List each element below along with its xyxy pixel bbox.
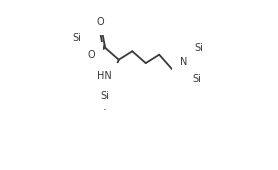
Text: N: N bbox=[180, 57, 187, 67]
Text: HN: HN bbox=[97, 71, 112, 81]
Text: Si: Si bbox=[101, 91, 110, 101]
Text: Si: Si bbox=[194, 43, 203, 53]
Text: Si: Si bbox=[193, 74, 202, 84]
Text: O: O bbox=[96, 17, 104, 27]
Text: O: O bbox=[88, 50, 96, 60]
Text: Si: Si bbox=[72, 33, 81, 43]
